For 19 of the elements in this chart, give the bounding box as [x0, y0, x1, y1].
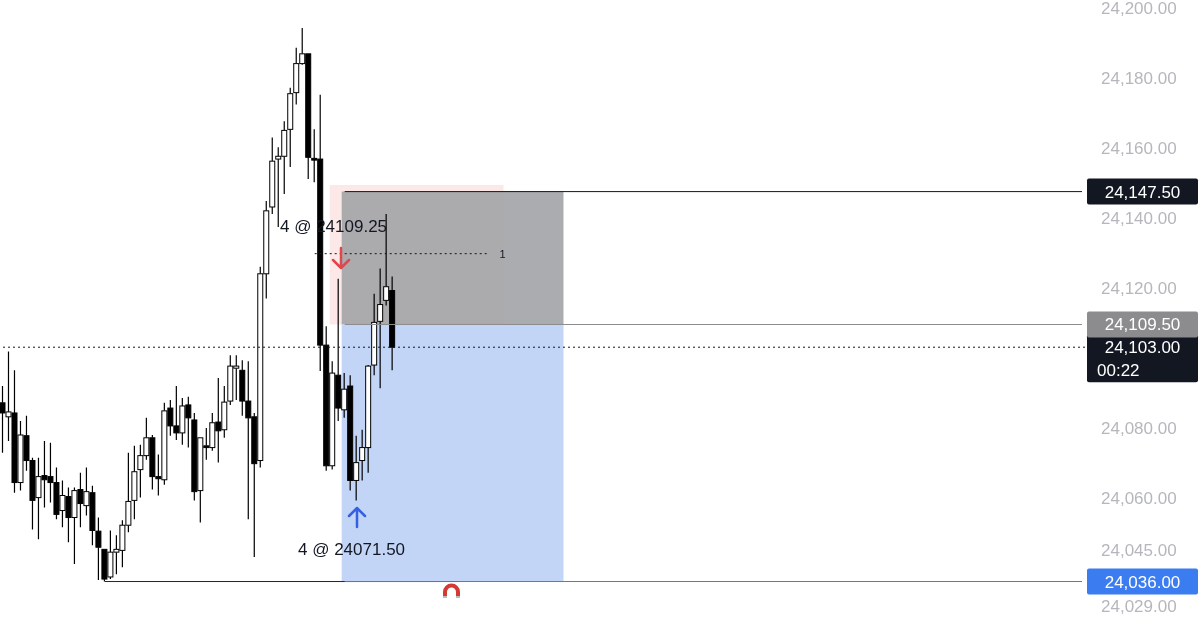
y-tick-label: 24,140.00 — [1101, 208, 1177, 228]
y-tick-label: 24,060.00 — [1101, 488, 1177, 508]
y-tick-label: 24,029.00 — [1101, 597, 1177, 617]
y-tick-label: 24,120.00 — [1101, 278, 1177, 298]
candlestick — [377, 267, 384, 389]
y-tick-label: 24,080.00 — [1101, 418, 1177, 438]
candlestick — [269, 136, 276, 215]
ref-line-label: 24,103.00 — [1104, 338, 1181, 358]
annotation: 1 — [499, 247, 506, 260]
text: 00:22 — [1097, 361, 1140, 381]
y-tick-label: 24,180.00 — [1101, 68, 1177, 88]
candlestick — [287, 87, 294, 168]
y-tick-label: 24,200.00 — [1101, 0, 1177, 19]
ref-line-label: 24,036.00 — [1104, 572, 1181, 592]
y-tick-label: 24,045.00 — [1101, 541, 1177, 561]
y-tick-label: 24,160.00 — [1101, 138, 1177, 158]
annotation: 4 @ 24071.50 — [298, 540, 406, 559]
ref-line-label: 24,147.50 — [1104, 182, 1181, 202]
ref-line-label: 24,109.50 — [1104, 315, 1181, 335]
